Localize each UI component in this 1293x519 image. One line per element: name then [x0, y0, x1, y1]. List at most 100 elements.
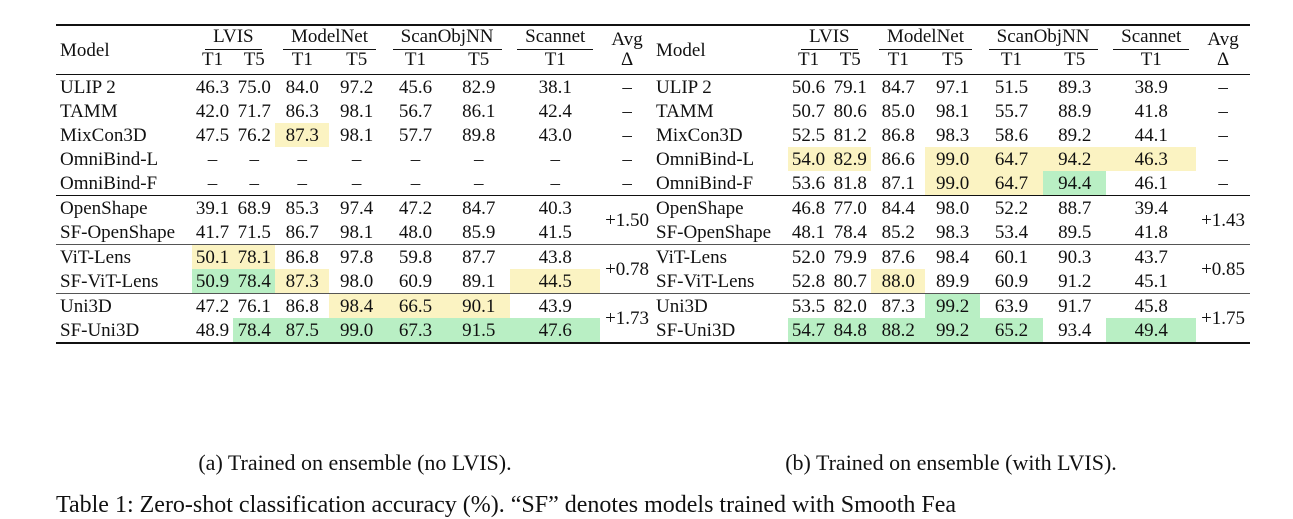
metric-cell: 89.2	[1058, 124, 1092, 146]
table-row: TAMM 42.0 71.7 86.3 98.1 56.7 86.1 42.4 –	[56, 99, 654, 123]
results-table-a: Model LVIS ModelNet ScanObjNN Scannet Avg Δ T1 T…	[56, 24, 654, 344]
metric-cell: 87.3	[275, 269, 330, 294]
table-row: OpenShape 39.1 68.9 85.3 97.4 47.2 84.7 40.3 +1.…	[56, 195, 654, 230]
metric-cell: 64.7	[979, 147, 1044, 171]
header-group-modelnet: ModelNet	[871, 25, 980, 50]
metric-cell: –	[550, 148, 561, 170]
metric-cell: 47.2	[191, 293, 234, 318]
metric-cell: 43.0	[538, 124, 572, 146]
model-name: MixCon3D	[60, 124, 147, 146]
avg-delta-cell: +1.43	[1201, 209, 1246, 231]
results-table-b: Model LVIS ModelNet ScanObjNN Scannet Avg Δ T1 T…	[652, 24, 1250, 344]
metric-cell: 87.6	[871, 244, 926, 269]
metric-cell: 60.1	[979, 244, 1044, 269]
header-model: Model	[656, 39, 706, 61]
metric-cell: 89.8	[462, 124, 496, 146]
metric-cell: 82.9	[829, 147, 872, 171]
header-metric: T1	[887, 49, 909, 70]
metric-cell: 56.7	[398, 100, 433, 122]
metric-cell: 53.4	[994, 221, 1029, 243]
table-row: SF-ViT-Lens 50.9 78.4 87.3 98.0 60.9 89.1 44.5	[56, 269, 654, 294]
table-row: Uni3D 53.5 82.0 87.3 99.2 63.9 91.7 45.8 +1.75	[652, 293, 1250, 343]
model-name: OpenShape	[656, 197, 744, 219]
metric-cell: 57.7	[398, 124, 433, 146]
avg-delta-cell: –	[622, 76, 632, 98]
metric-cell: 97.2	[340, 76, 374, 98]
model-name: MixCon3D	[656, 124, 743, 146]
avg-delta-cell: +1.73	[600, 293, 654, 343]
table-row: SF-Uni3D 48.9 78.4 87.5 99.0 67.3 91.5 47.6	[56, 318, 654, 343]
table-row: TAMM 50.7 80.6 85.0 98.1 55.7 88.9 41.8 –	[652, 99, 1250, 123]
table-row: ULIP 2 50.6 79.1 84.7 97.1 51.5 89.3 38.9 –	[652, 74, 1250, 100]
metric-cell: 90.1	[447, 293, 511, 318]
metric-cell: 53.6	[791, 172, 826, 194]
metric-cell: 52.0	[787, 244, 830, 269]
metric-cell: 71.7	[237, 100, 271, 122]
metric-cell: 67.3	[383, 318, 448, 343]
metric-cell: 63.9	[979, 293, 1044, 318]
metric-cell: 50.1	[191, 244, 234, 269]
metric-cell: 99.0	[329, 318, 384, 343]
metric-cell: –	[550, 172, 561, 194]
metric-cell: 87.3	[871, 293, 926, 318]
metric-cell: 98.1	[340, 221, 374, 243]
header-group-label: ModelNet	[878, 27, 973, 50]
header-metric: T1	[291, 49, 313, 70]
metric-cell: 89.1	[462, 270, 496, 292]
header-group-label: Scannet	[1113, 27, 1190, 50]
header-group-lvis: LVIS	[192, 25, 275, 50]
table-row: MixCon3D 47.5 76.2 87.3 98.1 57.7 89.8 43.0 –	[56, 123, 654, 147]
metric-cell: –	[410, 172, 421, 194]
header-group-label: LVIS	[205, 27, 262, 50]
metric-cell: 98.1	[340, 124, 374, 146]
metric-cell: 98.0	[340, 270, 374, 292]
metric-cell: 76.1	[233, 293, 276, 318]
metric-cell: 47.2	[398, 197, 433, 219]
metric-cell: 58.6	[994, 124, 1029, 146]
metric-cell: 97.4	[340, 197, 374, 219]
metric-cell: –	[351, 172, 362, 194]
metric-cell: 81.8	[833, 172, 867, 194]
metric-cell: 87.7	[447, 244, 511, 269]
table-row: OmniBind-L – – – – – – – –	[56, 147, 654, 171]
metric-cell: 86.8	[275, 293, 330, 318]
model-name: ViT-Lens	[56, 244, 192, 269]
header-metric: T5	[468, 49, 490, 70]
metric-cell: 46.3	[1106, 147, 1197, 171]
metric-cell: 85.9	[462, 221, 496, 243]
metric-cell: 41.8	[1134, 221, 1168, 243]
header-metric: T1	[544, 49, 566, 70]
metric-cell: 94.4	[1043, 171, 1107, 196]
metric-cell: 88.9	[1058, 100, 1092, 122]
metric-cell: 98.4	[329, 293, 384, 318]
metric-cell: 44.5	[510, 269, 601, 294]
metric-cell: –	[473, 148, 484, 170]
metric-cell: 38.9	[1134, 76, 1168, 98]
metric-cell: 94.2	[1043, 147, 1107, 171]
metric-cell: –	[249, 172, 260, 194]
header-group-modelnet: ModelNet	[275, 25, 384, 50]
table-row: SF-OpenShape 41.7 71.5 86.7 98.1 48.0 85.9 41.5	[56, 220, 654, 245]
metric-cell: 50.6	[791, 76, 826, 98]
metric-cell: 78.1	[233, 244, 276, 269]
metric-cell: 46.8	[791, 197, 826, 219]
metric-cell: 71.5	[237, 221, 271, 243]
header-delta: Δ	[620, 49, 634, 70]
metric-cell: 41.5	[538, 221, 572, 243]
header-metric: T1	[1140, 49, 1162, 70]
header-metric: T1	[201, 49, 224, 70]
avg-delta-cell: –	[1218, 76, 1228, 98]
avg-delta-cell: –	[622, 172, 632, 194]
metric-cell: 47.5	[195, 124, 230, 146]
metric-cell: 89.9	[936, 270, 970, 292]
metric-cell: 66.5	[383, 293, 448, 318]
avg-delta-cell: –	[1218, 172, 1228, 194]
model-name: SF-OpenShape	[656, 221, 772, 243]
header-group-label: Scannet	[517, 27, 594, 50]
metric-cell: 55.7	[994, 100, 1029, 122]
model-name: OpenShape	[60, 197, 148, 219]
metric-cell: 43.7	[1106, 244, 1197, 269]
metric-cell: –	[351, 148, 362, 170]
metric-cell: –	[297, 148, 308, 170]
metric-cell: 50.7	[791, 100, 826, 122]
